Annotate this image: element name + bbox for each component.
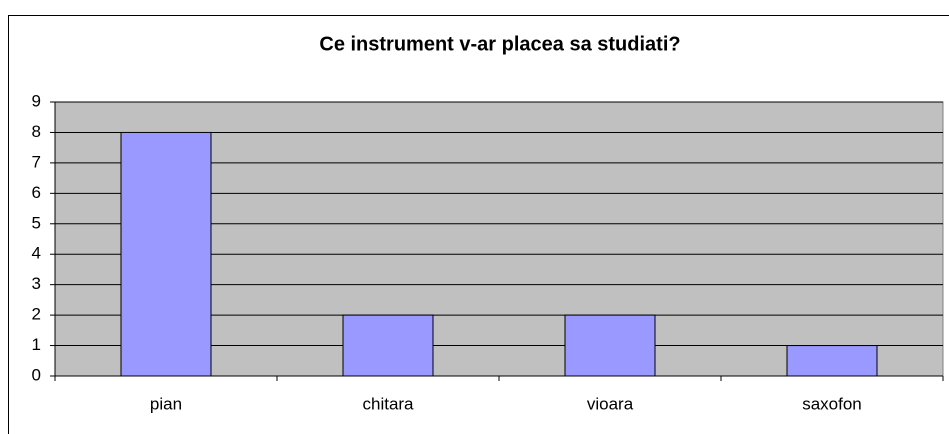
bar (342, 314, 434, 377)
y-tick-label: 8 (32, 122, 41, 141)
y-tick-label: 3 (32, 274, 41, 293)
y-tick-label: 0 (32, 365, 41, 384)
y-tick-label: 5 (32, 213, 41, 232)
chart-title: Ce instrument v-ar placea sa studiati? (319, 33, 680, 55)
x-tick-label: pian (150, 394, 182, 413)
bar (786, 345, 878, 377)
x-tick-label: saxofon (802, 394, 862, 413)
y-tick-label: 2 (32, 305, 41, 324)
y-tick-label: 4 (32, 244, 41, 263)
x-tick-label: vioara (587, 394, 634, 413)
y-tick-label: 7 (32, 152, 41, 171)
bar (564, 314, 656, 377)
y-tick-label: 6 (32, 183, 41, 202)
bar (120, 131, 212, 377)
y-tick-label: 1 (32, 335, 41, 354)
x-tick-label: chitara (362, 394, 414, 413)
y-tick-label: 9 (32, 91, 41, 110)
